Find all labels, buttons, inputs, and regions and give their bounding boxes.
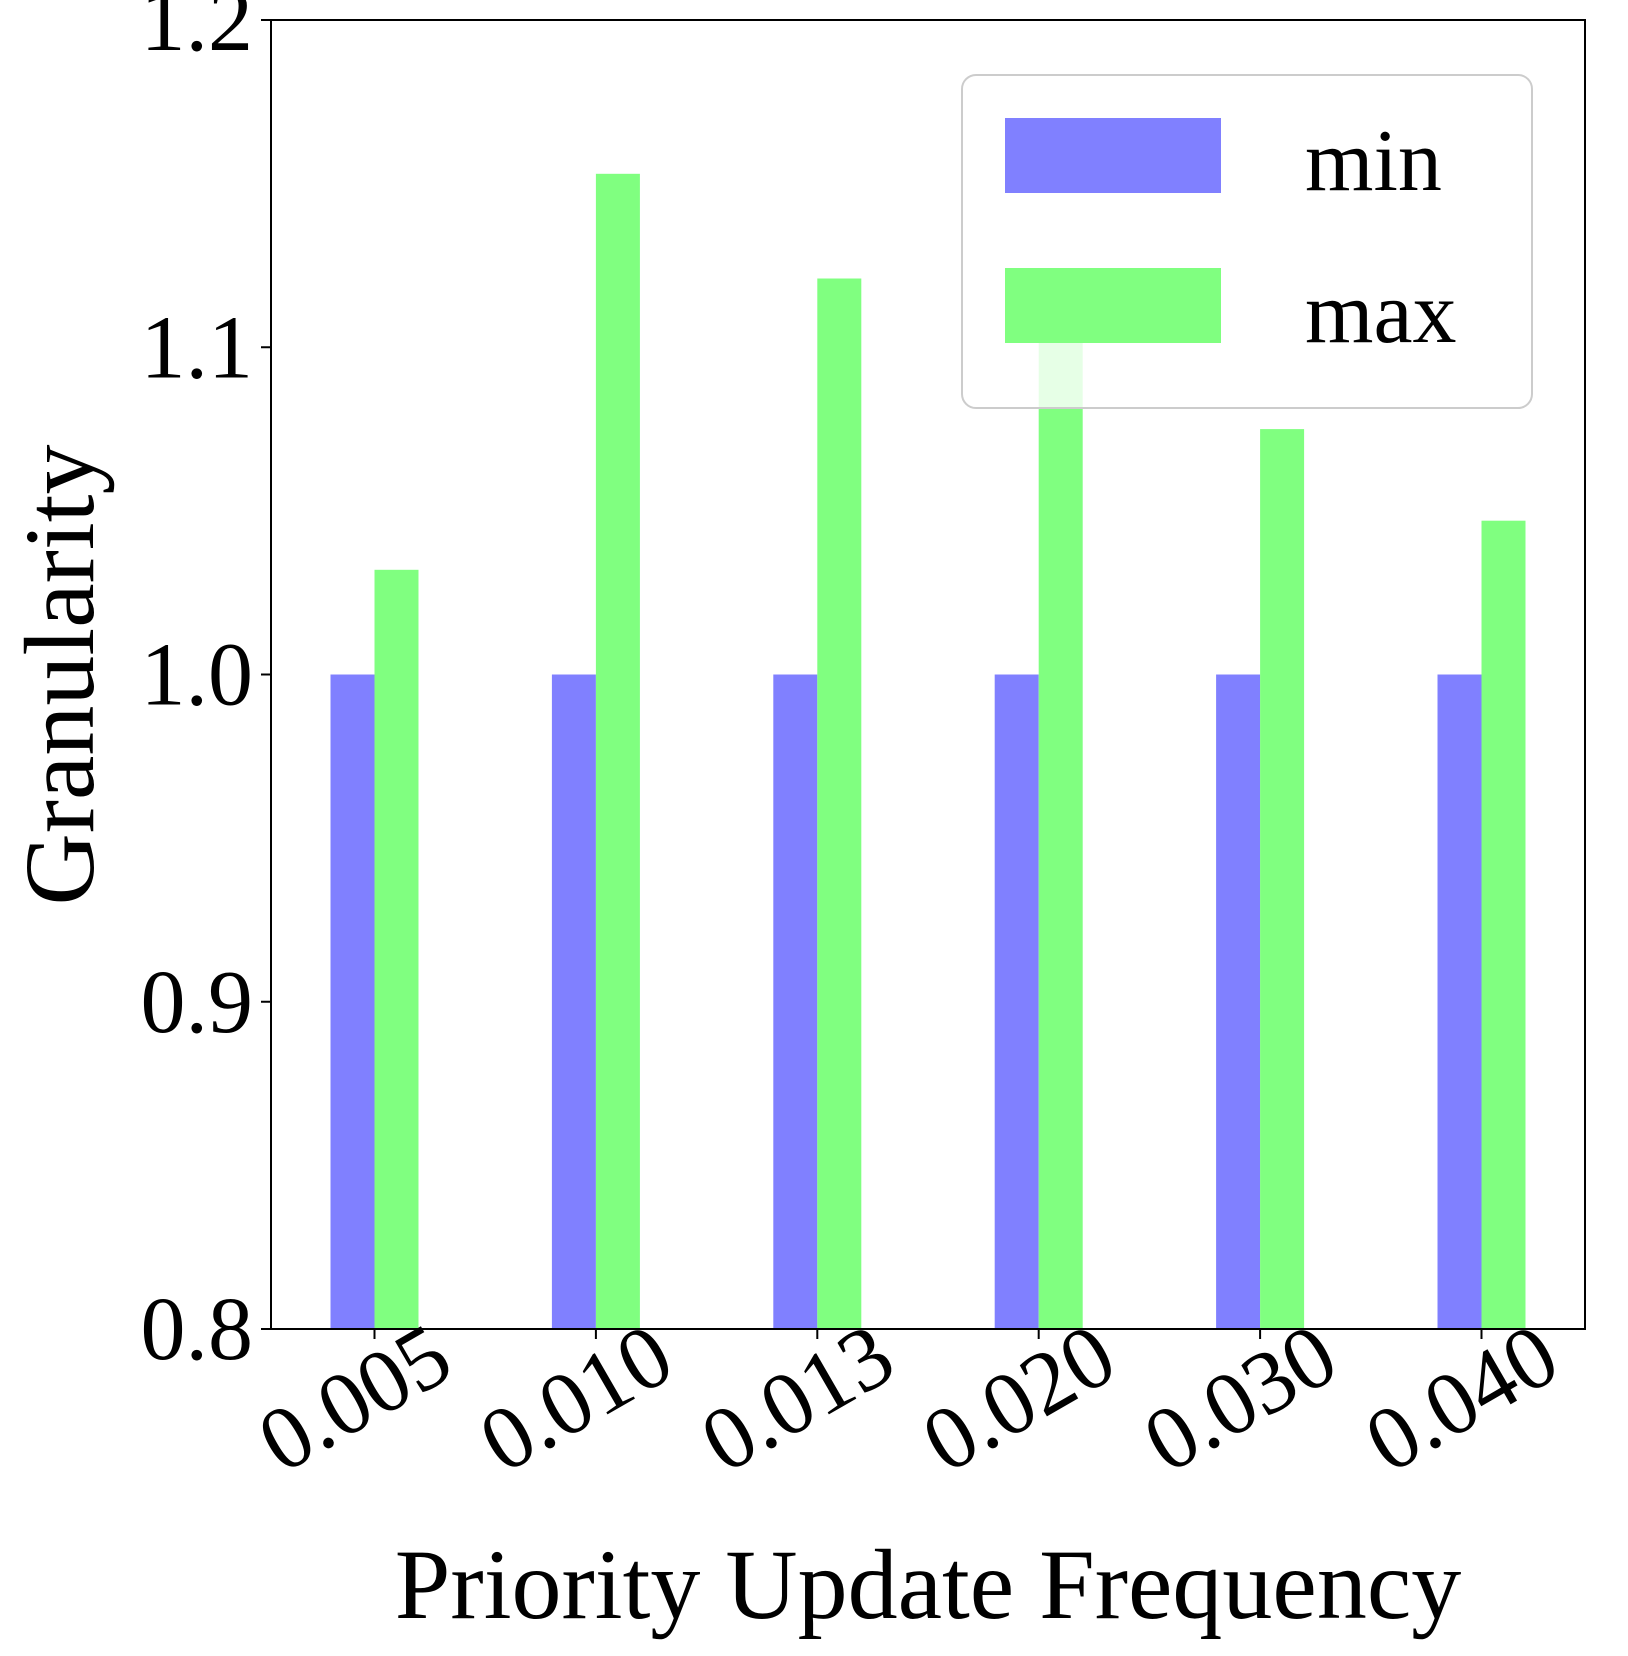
bar-min-0.013: [773, 674, 818, 1329]
bar-max-0.030: [1260, 429, 1305, 1330]
bar-min-0.030: [1216, 674, 1261, 1329]
x-axis-title: Priority Update Frequency: [395, 1529, 1461, 1640]
y-axis-title: Granularity: [4, 445, 115, 906]
x-tick-label: 0.030: [1128, 1305, 1353, 1492]
x-tick-label: 0.020: [907, 1305, 1132, 1492]
legend: min max: [961, 74, 1533, 409]
bars-layer: [330, 173, 1526, 1330]
legend-label-max: max: [1305, 265, 1457, 362]
y-tick-label: 1.2: [141, 0, 254, 70]
bar-max-0.005: [374, 569, 419, 1329]
x-tick-label: 0.040: [1349, 1305, 1574, 1492]
x-tick-label: 0.005: [242, 1305, 467, 1492]
y-tick-label: 0.9: [141, 953, 254, 1052]
bar-max-0.010: [595, 173, 640, 1329]
bar-max-0.040: [1481, 520, 1526, 1329]
y-tick-label: 1.0: [141, 626, 254, 725]
bar-min-0.040: [1437, 674, 1482, 1329]
y-tick-label: 0.8: [141, 1280, 254, 1379]
y-tick-label: 1.1: [141, 298, 254, 397]
legend-swatch-min: [1005, 118, 1221, 193]
legend-swatch-max: [1005, 268, 1221, 343]
bar-min-0.020: [994, 674, 1039, 1329]
bar-max-0.013: [817, 278, 862, 1329]
bar-max-0.020: [1038, 321, 1083, 1330]
bar-min-0.005: [330, 674, 375, 1329]
legend-label-min: min: [1305, 113, 1442, 210]
bar-min-0.010: [551, 674, 596, 1329]
y-axis: 0.8 0.9 1.0 1.1 1.2: [141, 0, 271, 1379]
x-tick-label: 0.010: [464, 1305, 689, 1492]
x-tick-label: 0.013: [685, 1305, 910, 1492]
